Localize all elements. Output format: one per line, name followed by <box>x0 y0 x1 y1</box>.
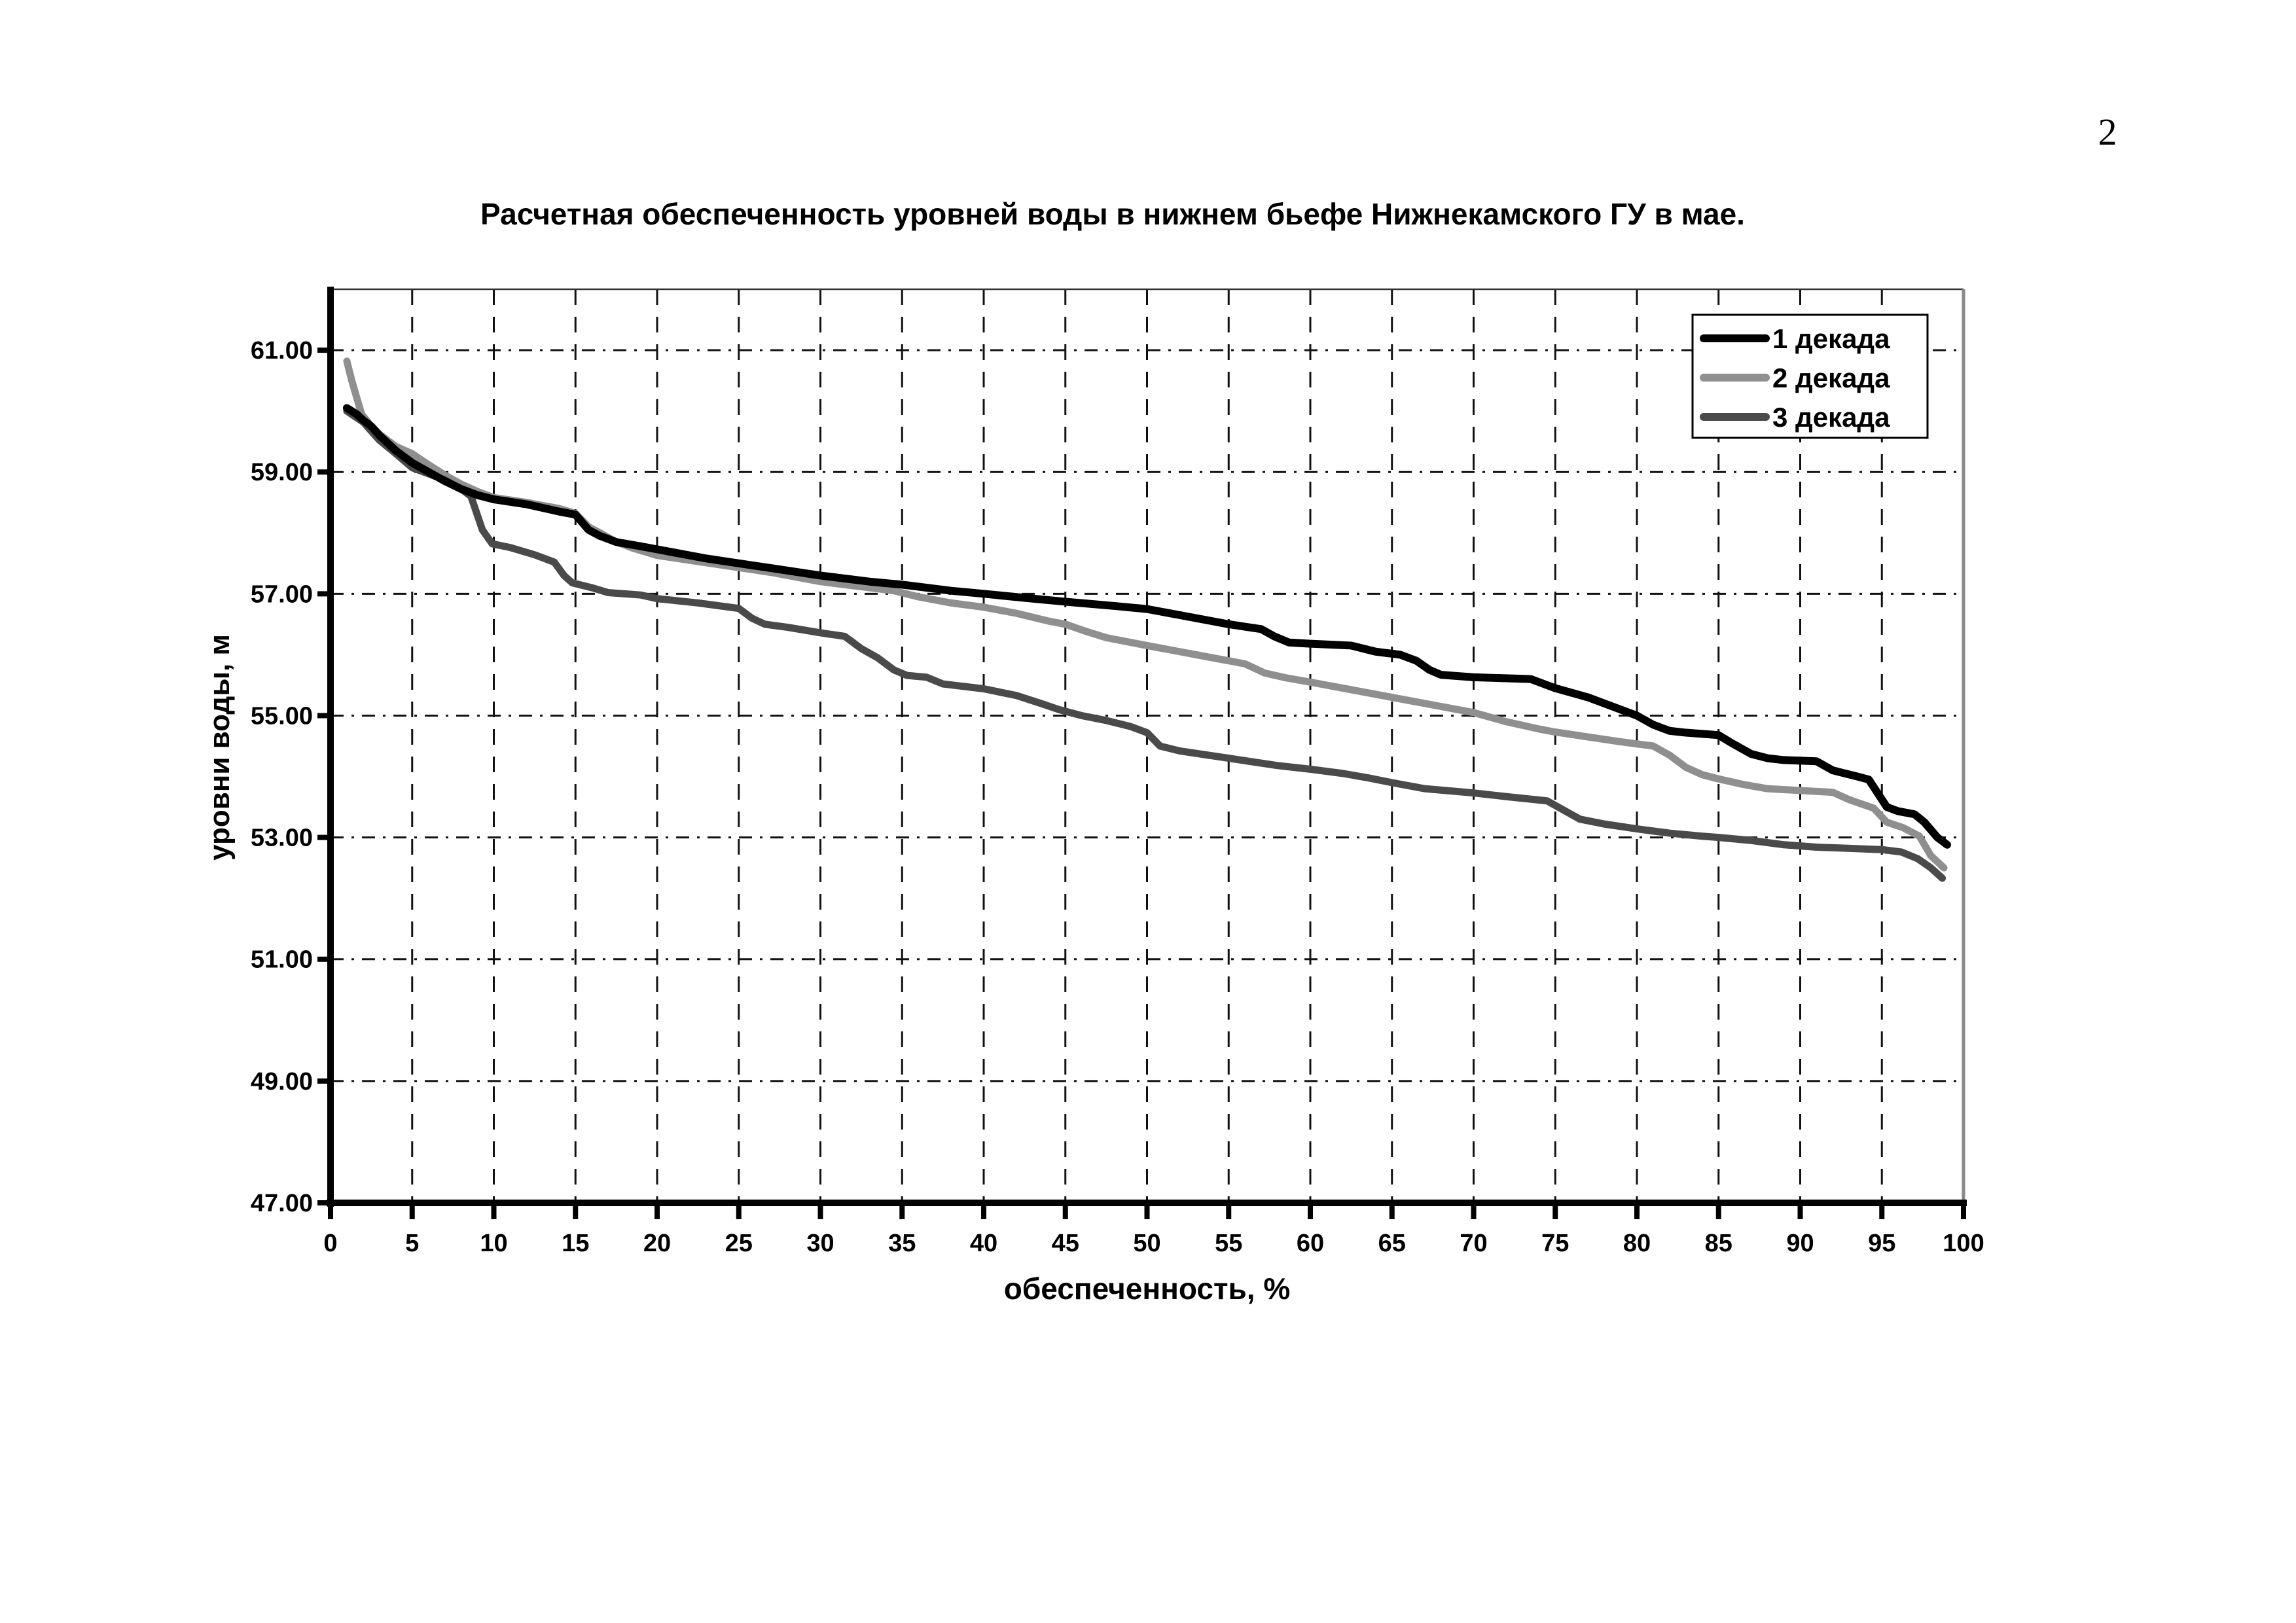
y-tick-label: 59.00 <box>251 459 313 486</box>
chart-title: Расчетная обеспеченность уровней воды в … <box>480 197 1745 231</box>
x-tick-label: 45 <box>1052 1230 1079 1257</box>
y-tick-label: 57.00 <box>251 580 313 608</box>
x-axis-title: обеспеченность, % <box>1003 1272 1291 1306</box>
y-tick-label: 49.00 <box>251 1068 313 1096</box>
x-tick-label: 10 <box>480 1230 507 1257</box>
x-tick-label: 70 <box>1460 1230 1487 1257</box>
legend-label: 3 декада <box>1772 402 1890 433</box>
x-tick-label: 40 <box>970 1230 997 1257</box>
x-tick-label: 90 <box>1786 1230 1814 1257</box>
x-tick-label: 0 <box>323 1230 337 1257</box>
x-tick-label: 60 <box>1297 1230 1324 1257</box>
x-tick-label: 5 <box>405 1230 419 1257</box>
y-tick-label: 47.00 <box>251 1190 313 1217</box>
x-tick-label: 55 <box>1215 1230 1242 1257</box>
x-tick-label: 50 <box>1133 1230 1160 1257</box>
x-tick-label: 100 <box>1943 1230 1984 1257</box>
y-tick-label: 53.00 <box>251 825 313 852</box>
x-tick-label: 20 <box>643 1230 671 1257</box>
legend-label: 2 декада <box>1772 363 1890 393</box>
x-tick-label: 15 <box>562 1230 589 1257</box>
x-tick-label: 80 <box>1623 1230 1651 1257</box>
x-tick-label: 30 <box>806 1230 834 1257</box>
x-tick-label: 65 <box>1378 1230 1406 1257</box>
x-tick-label: 95 <box>1868 1230 1895 1257</box>
y-tick-label: 51.00 <box>251 946 313 974</box>
x-tick-label: 25 <box>725 1230 753 1257</box>
page-number: 2 <box>2098 111 2117 153</box>
x-tick-label: 35 <box>888 1230 916 1257</box>
x-tick-label: 85 <box>1705 1230 1732 1257</box>
x-tick-label: 75 <box>1541 1230 1569 1257</box>
y-tick-label: 61.00 <box>251 337 313 365</box>
curve-dekada-1 <box>342 404 1952 849</box>
y-tick-label: 55.00 <box>251 702 313 730</box>
curve-dekada-3 <box>343 407 1946 882</box>
legend-label: 1 декада <box>1772 323 1890 354</box>
